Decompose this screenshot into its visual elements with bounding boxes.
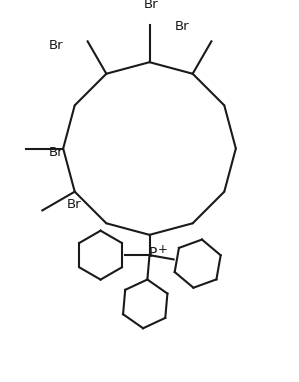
Text: +: + — [158, 243, 167, 256]
Text: Br: Br — [144, 0, 158, 11]
Text: Br: Br — [175, 20, 190, 33]
Text: Br: Br — [67, 198, 81, 211]
Text: P: P — [148, 246, 157, 260]
Text: Br: Br — [48, 39, 63, 52]
Text: Br: Br — [49, 146, 63, 159]
